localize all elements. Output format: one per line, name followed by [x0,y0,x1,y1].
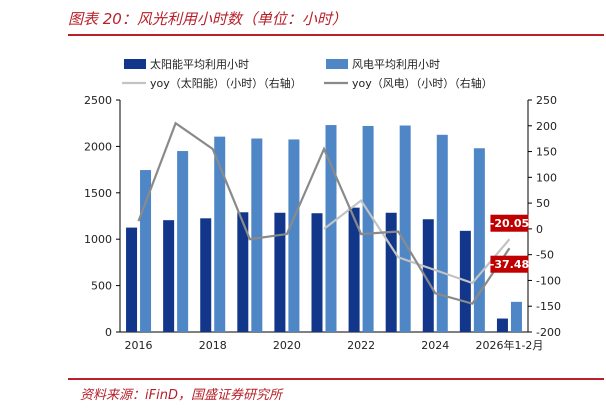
left-axis-tick-label: 1000 [84,233,112,246]
line-layer [137,121,511,305]
bar-solar [200,218,212,332]
value-callout-box [490,255,529,273]
x-axis-tick-label: 2026年1-2月 [475,338,543,352]
bar-solar [385,212,397,332]
legend-swatch [326,59,348,69]
figure-title: 图表 20：风光利用小时数（单位：小时） [68,10,347,28]
value-callout-box [490,214,529,232]
bar-wind [399,125,411,333]
title-rule [68,34,604,36]
legend-label: 风电平均利用小时 [352,58,440,71]
x-axis-tick-label: 2020 [273,339,301,352]
bar-wind [177,151,189,332]
right-axis-tick-label: 200 [536,120,557,133]
legend-label: yoy（太阳能）（小时）（右轴） [150,76,302,90]
x-axis-tick-label: 2018 [199,339,227,352]
bar-wind [436,134,448,332]
bar-wind [214,136,226,332]
left-axis-tick-label: 500 [91,280,112,293]
bar-wind [288,139,300,332]
bar-layer [126,125,522,333]
right-axis-tick-label: 150 [536,146,557,159]
right-axis-tick-label: 50 [536,197,550,210]
legend-swatch [124,59,146,69]
bar-wind [251,138,263,332]
legend-label: 太阳能平均利用小时 [150,57,249,71]
bar-solar [274,212,286,332]
bar-solar [163,220,175,332]
right-axis-tick-label: 0 [536,223,543,236]
left-axis-tick-label: 0 [105,326,112,339]
value-callout-label: -37.48 [490,258,529,271]
right-axis-tick-label: 100 [536,171,557,184]
bar-solar [422,219,434,332]
bar-wind [510,301,522,332]
left-axis-tick-label: 2000 [84,140,112,153]
bar-wind [362,125,374,332]
legend-label: yoy（风电）（小时）（右轴） [352,76,493,90]
value-callout-label: -20.05 [490,217,529,230]
source-rule [68,378,604,380]
bar-solar [348,207,360,332]
x-axis-tick-label: 2022 [347,339,375,352]
source-note: 资料来源：iFinD，国盛证券研究所 [80,388,282,403]
legend: 太阳能平均利用小时 风电平均利用小时 yoy（太阳能）（小时）（右轴） yoy（风电）… [122,57,493,90]
right-axis-tick-label: -50 [536,249,554,262]
bar-solar [126,227,138,332]
x-axis: 2016 2018 2020 2022 2024 2026年1-2月 [125,338,544,352]
bar-wind [473,148,485,332]
bar-wind [325,125,337,332]
x-axis-tick-label: 2016 [125,339,153,352]
bar-wind [140,170,152,332]
right-axis-tick-label: -200 [536,326,561,339]
left-axis-tick-label: 1500 [84,187,112,200]
x-axis-tick-label: 2024 [421,339,449,352]
bar-solar [311,213,323,332]
bar-solar [496,318,508,332]
right-axis-tick-label: 250 [536,94,557,107]
bar-solar [237,212,249,332]
right-axis: 250 200 150 100 50 0 -50 -100 -150 -200 [527,94,561,339]
right-axis-tick-label: -150 [536,300,561,313]
left-axis-tick-label: 2500 [84,94,112,107]
right-axis-tick-label: -100 [536,274,561,287]
yoy-wind-line [137,121,511,305]
annotation-layer: -20.05 -37.48 [490,214,529,273]
